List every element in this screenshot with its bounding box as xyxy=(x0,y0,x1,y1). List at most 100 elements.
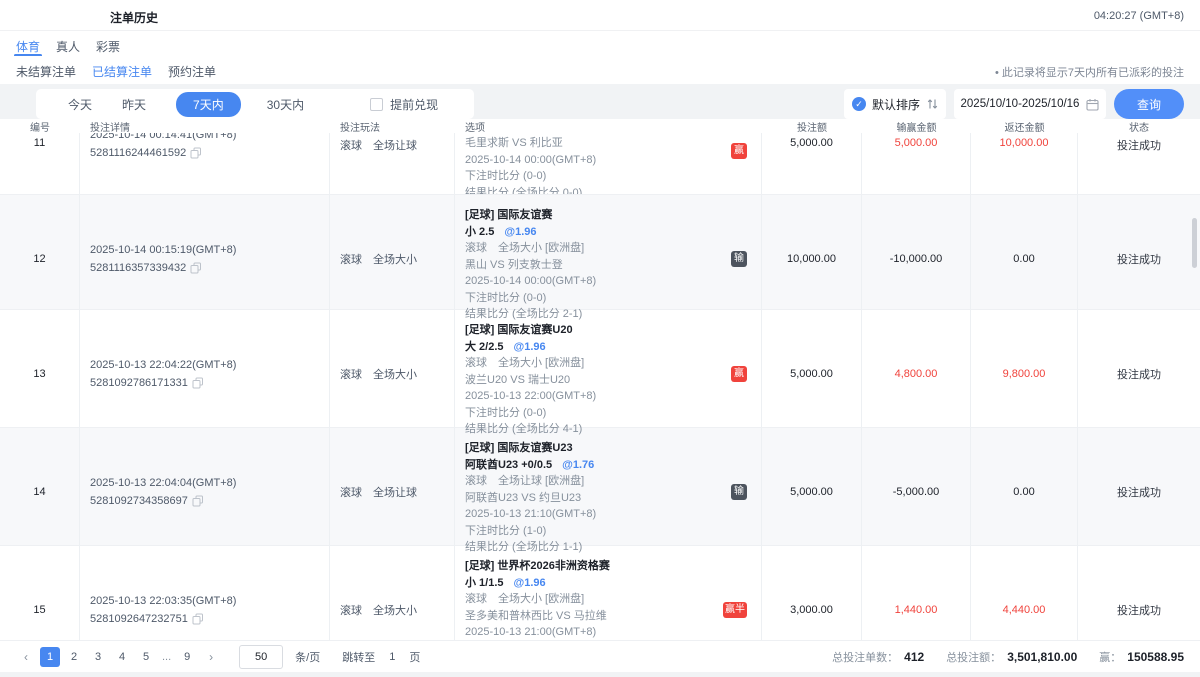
option-line: 滚球 全场大小 [欧洲盘] xyxy=(465,593,585,605)
option-line: 结果比分 (全场比分 4-1) xyxy=(465,423,583,435)
bet-status: 投注成功 xyxy=(1117,253,1161,266)
option-line: 下注时比分 (1-0) xyxy=(465,524,547,537)
col-detail: 投注详情 xyxy=(90,123,130,134)
prev-page-icon[interactable]: ‹ xyxy=(24,649,28,664)
bet-row: 11 2025-10-14 00:14:41(GMT+8) 528111624446… xyxy=(0,133,1200,195)
page-1[interactable]: 1 xyxy=(40,646,60,667)
bet-play: 滚球 全场大小 xyxy=(330,195,455,323)
bet-time: 2025-10-13 22:03:35(GMT+8) xyxy=(90,594,237,607)
main-tabs: 体育 真人 彩票 xyxy=(0,31,1200,57)
page-5[interactable]: 5 xyxy=(142,650,150,663)
bet-amount: 3,000.00 xyxy=(762,546,862,640)
sort-select[interactable]: ✓ 默认排序 xyxy=(844,89,946,119)
bet-detail: 2025-10-13 22:04:04(GMT+8) 52810927343586… xyxy=(80,428,330,556)
order-number: 5281092734358697 xyxy=(90,494,188,507)
option-line: 黑山 VS 列支敦士登 xyxy=(465,258,563,271)
settled-notice: • 此记录将显示7天内所有已派彩的投注 xyxy=(994,67,1184,79)
next-page-icon[interactable]: › xyxy=(209,649,214,664)
calendar-icon xyxy=(1086,98,1100,111)
bet-amount: 5,000.00 xyxy=(762,310,862,438)
page-title: 注单历史 xyxy=(110,11,159,25)
bet-row: 13 2025-10-13 22:04:22(GMT+8) 528109278617… xyxy=(0,310,1200,438)
col-status: 状态 xyxy=(1129,123,1149,134)
bet-odds: @1.96 xyxy=(513,576,546,589)
option-line: 2025-10-13 21:10(GMT+8) xyxy=(465,508,597,520)
bet-row: 12 2025-10-14 00:15:19(GMT+8) 528111635733… xyxy=(0,195,1200,323)
total-amount-value: 3,501,810.00 xyxy=(1007,649,1078,664)
order-number: 5281116357339432 xyxy=(90,261,187,274)
order-number: 5281092647232751 xyxy=(90,612,188,625)
sub-tabs: 未结算注单 已结算注单 预约注单 • 此记录将显示7天内所有已派彩的投注 xyxy=(0,56,1200,84)
bet-time: 2025-10-13 22:04:22(GMT+8) xyxy=(90,358,237,371)
col-id: 编号 xyxy=(30,123,50,134)
bet-selection: 阿联酋U23 +0/0.5 @1.76 xyxy=(465,457,594,474)
copy-icon[interactable] xyxy=(192,377,204,389)
win-loss-amount: -10,000.00 xyxy=(862,195,971,323)
bet-id: 14 xyxy=(0,428,80,556)
tab-sports[interactable]: 体育 xyxy=(16,40,41,54)
total-count-label: 总投注单数： xyxy=(832,651,899,664)
jump-page-value[interactable]: 1 xyxy=(389,650,396,663)
refund-amount: 9,800.00 xyxy=(971,310,1078,438)
bet-selection: 小 1/1.5 @1.96 xyxy=(465,575,546,592)
col-win-loss: 输赢金额 xyxy=(896,123,937,134)
page-4[interactable]: 4 xyxy=(118,650,126,663)
filter-yesterday[interactable]: 昨天 xyxy=(122,97,147,112)
date-range-picker[interactable]: 2025/10/10-2025/10/16 xyxy=(954,89,1106,119)
jump-to-label: 跳转至 xyxy=(342,651,376,664)
copy-icon[interactable] xyxy=(192,613,204,625)
order-line: 5281092734358697 xyxy=(90,492,204,510)
option-line: 下注时比分 (0-0) xyxy=(465,406,547,419)
filter-30days[interactable]: 30天内 xyxy=(266,97,305,112)
bottom-strip xyxy=(0,672,1200,677)
server-time: 04:20:27 (GMT+8) xyxy=(1093,10,1184,22)
option-line: 2025-10-14 00:00(GMT+8) xyxy=(465,153,597,166)
subtab-reserved[interactable]: 预约注单 xyxy=(168,65,217,79)
option-line: 2025-10-13 22:00(GMT+8) xyxy=(465,390,597,402)
win-total-value: 150588.95 xyxy=(1127,649,1184,664)
win-loss-amount: 5,000.00 xyxy=(862,133,971,194)
order-number: 5281092786171331 xyxy=(90,376,188,389)
subtab-settled[interactable]: 已结算注单 xyxy=(92,65,153,79)
bet-detail: 2025-10-14 00:14:41(GMT+8) 52811162444615… xyxy=(80,133,330,194)
league-name: [足球] 世界杯2026非洲资格赛 xyxy=(465,560,610,572)
page-2[interactable]: 2 xyxy=(70,650,78,663)
bet-amount: 10,000.00 xyxy=(762,195,862,323)
cashout-label: 提前兑现 xyxy=(390,97,439,112)
order-line: 5281092647232751 xyxy=(90,610,204,628)
table-body: 11 2025-10-14 00:14:41(GMT+8) 528111624446… xyxy=(0,133,1200,640)
bet-odds: @1.96 xyxy=(513,340,546,353)
copy-icon[interactable] xyxy=(190,262,202,274)
table-header: 编号 投注详情 投注玩法 选项 投注额 输赢金额 返还金额 状态 xyxy=(0,119,1200,134)
result-badge: 赢 xyxy=(731,143,747,159)
bet-play: 滚球 全场让球 xyxy=(330,133,455,194)
bet-status: 投注成功 xyxy=(1117,140,1161,152)
bet-status: 投注成功 xyxy=(1117,604,1161,617)
copy-icon[interactable] xyxy=(192,495,204,507)
page-3[interactable]: 3 xyxy=(94,650,102,663)
filter-7days[interactable]: 7天内 xyxy=(176,91,241,117)
bet-option: [足球] 国际友谊赛小 2.5 @1.96 滚球 全场大小 [欧洲盘] 黑山 VS 列… xyxy=(455,195,762,323)
tab-lottery[interactable]: 彩票 xyxy=(96,40,121,54)
col-option: 选项 xyxy=(465,123,485,134)
league-name: [足球] 国际友谊赛 xyxy=(465,209,553,221)
refund-amount: 0.00 xyxy=(971,428,1078,556)
page-9[interactable]: 9 xyxy=(184,650,191,663)
filter-today[interactable]: 今天 xyxy=(68,97,93,112)
order-line: 5281116244461592 xyxy=(90,144,202,162)
bet-play: 滚球 全场大小 xyxy=(330,546,455,640)
selection-text: 小 1/1.5 xyxy=(465,576,504,589)
search-button[interactable]: 查询 xyxy=(1114,89,1184,119)
vertical-scrollbar[interactable] xyxy=(1192,218,1197,268)
option-line: 下注时比分 (0-0) xyxy=(465,170,547,182)
subtab-unsettled[interactable]: 未结算注单 xyxy=(16,65,77,79)
result-badge: 赢 xyxy=(731,365,747,382)
page-ellipsis[interactable]: ... xyxy=(162,650,172,663)
bet-row: 14 2025-10-13 22:04:04(GMT+8) 528109273435… xyxy=(0,428,1200,556)
tab-live[interactable]: 真人 xyxy=(56,40,81,54)
page-size-input[interactable] xyxy=(239,644,284,669)
copy-icon[interactable] xyxy=(190,147,202,159)
total-count-value: 412 xyxy=(904,649,925,664)
win-loss-amount: -5,000.00 xyxy=(862,428,971,556)
cashout-checkbox[interactable]: 提前兑现 xyxy=(370,96,438,113)
